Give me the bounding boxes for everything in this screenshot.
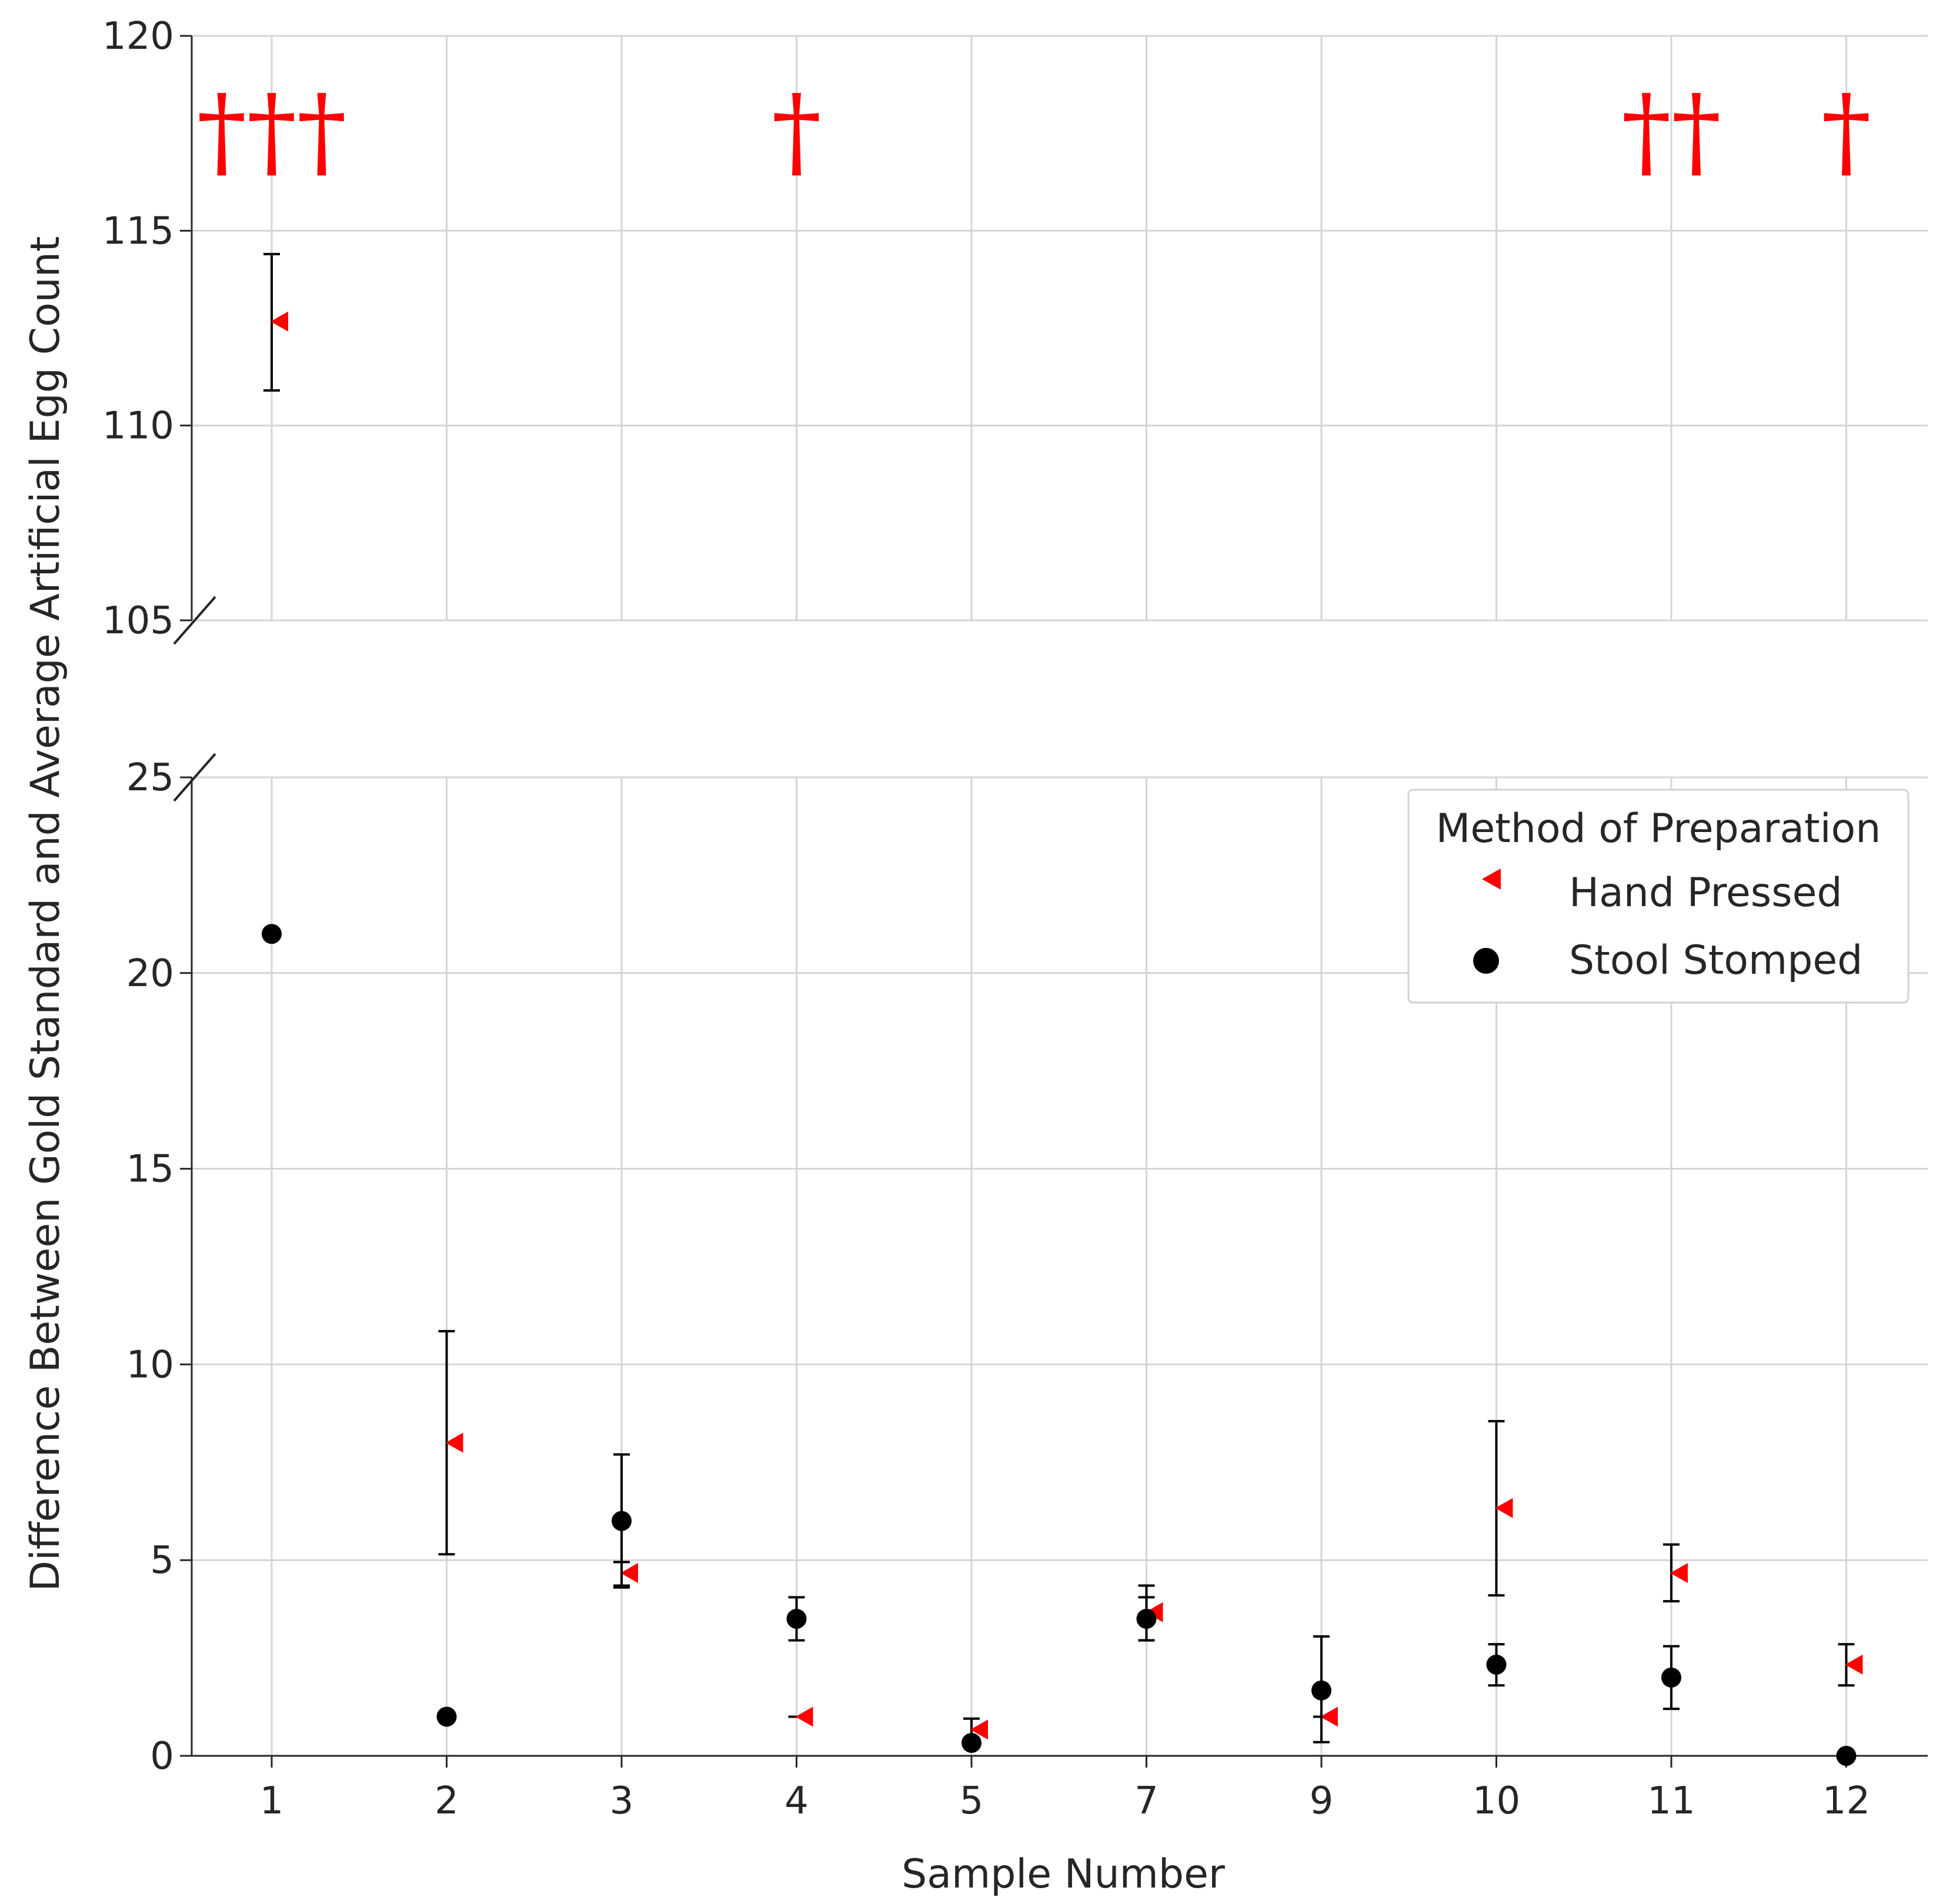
- data-point-hand-pressed: [795, 1706, 813, 1727]
- y-axis-title: Difference Between Gold Standard and Ave…: [22, 236, 69, 1592]
- axis-break-mark: [173, 596, 216, 645]
- x-tick-label: 12: [1822, 1779, 1870, 1823]
- legend-frame: [1407, 789, 1909, 1004]
- legend-title: Method of Preparation: [1436, 806, 1881, 852]
- x-tick-label: 5: [960, 1779, 984, 1823]
- data-point-stool-stomped: [786, 1609, 807, 1629]
- annotation-layer: ††† † †† †: [197, 74, 1872, 190]
- data-point-stool-stomped: [436, 1706, 457, 1727]
- data-point-hand-pressed: [1670, 1563, 1688, 1584]
- x-tick-label: 4: [784, 1779, 809, 1823]
- data-point-stool-stomped: [1136, 1609, 1157, 1629]
- y-tick-label: 5: [150, 1539, 174, 1582]
- x-tick-label: 10: [1473, 1779, 1520, 1823]
- x-tick-label: 7: [1134, 1779, 1159, 1823]
- marks-layer: [262, 253, 1863, 1766]
- y-tick-label: 115: [102, 209, 174, 253]
- significance-dagger-annotation: †: [772, 74, 822, 190]
- data-point-stool-stomped: [262, 924, 282, 944]
- legend-stool-stomped-label: Stool Stomped: [1569, 937, 1862, 984]
- x-tick-label: 3: [610, 1779, 634, 1823]
- legend-hand-pressed-label: Hand Pressed: [1569, 870, 1842, 916]
- data-point-hand-pressed: [620, 1563, 638, 1584]
- data-point-hand-pressed: [970, 1719, 988, 1740]
- x-axis-title: Sample Number: [902, 1851, 1225, 1898]
- significance-dagger-annotation: †††: [197, 74, 347, 190]
- y-tick-label: 10: [126, 1343, 174, 1387]
- significance-dagger-annotation: ††: [1621, 74, 1721, 190]
- data-point-stool-stomped: [962, 1733, 981, 1753]
- legend: Method of Preparation Hand Pressed Stool…: [1407, 789, 1909, 1004]
- x-tick-label: 1: [260, 1779, 284, 1823]
- y-tick-label: 120: [102, 15, 174, 58]
- y-tick-label: 0: [150, 1735, 174, 1778]
- data-point-stool-stomped: [612, 1511, 632, 1531]
- data-point-hand-pressed: [271, 311, 288, 332]
- data-point-hand-pressed: [1145, 1602, 1163, 1622]
- x-tick-label: 11: [1647, 1779, 1695, 1823]
- axis-break-mark: [173, 753, 216, 802]
- data-point-stool-stomped: [1836, 1746, 1857, 1766]
- legend-hand-pressed-marker: [1482, 869, 1501, 890]
- y-tick-label: 110: [102, 405, 174, 448]
- y-tick-label: 15: [126, 1148, 174, 1191]
- y-tick-label: 20: [126, 952, 174, 996]
- data-point-hand-pressed: [1320, 1706, 1338, 1727]
- legend-stool-stomped-marker: [1473, 948, 1499, 974]
- data-point-stool-stomped: [1661, 1667, 1681, 1688]
- data-point-hand-pressed: [1845, 1654, 1863, 1675]
- data-point-hand-pressed: [1495, 1498, 1513, 1518]
- y-tick-label: 25: [126, 756, 174, 800]
- x-tick-label: 2: [435, 1779, 459, 1823]
- y-tick-label: 105: [102, 599, 174, 643]
- data-point-hand-pressed: [445, 1432, 463, 1453]
- data-point-stool-stomped: [1311, 1680, 1331, 1701]
- data-point-stool-stomped: [1486, 1654, 1507, 1675]
- x-tick-label: 9: [1310, 1779, 1334, 1823]
- significance-dagger-annotation: †: [1821, 74, 1871, 190]
